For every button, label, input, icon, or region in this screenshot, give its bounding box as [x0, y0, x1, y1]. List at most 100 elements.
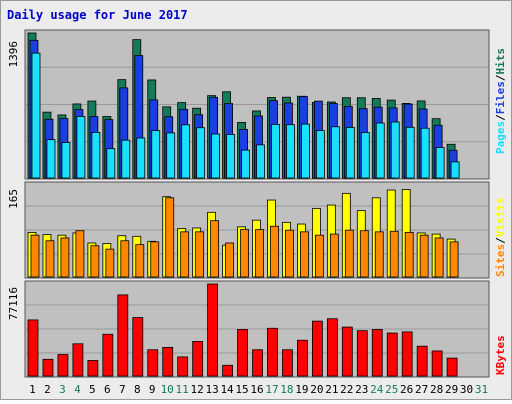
- legend-files: Files: [494, 81, 507, 114]
- pages-bar: [226, 134, 235, 179]
- kbytes-bar: [102, 333, 114, 377]
- day-label: 21: [325, 383, 338, 396]
- pages-bar: [46, 139, 56, 179]
- sites-bar: [210, 220, 220, 278]
- pages-bar: [61, 142, 71, 179]
- kbytes-max-label: 77116: [7, 287, 20, 320]
- chart-title: Daily usage for June 2017: [7, 8, 188, 22]
- visits-sites-bars: [27, 189, 459, 278]
- sites-bar: [344, 229, 354, 278]
- pages-bar: [405, 126, 415, 179]
- kbytes-bar: [311, 320, 323, 377]
- day-label: 16: [250, 383, 263, 396]
- sites-bar: [60, 237, 70, 278]
- day-label: 19: [295, 383, 308, 396]
- sites-bar: [120, 240, 130, 278]
- day-label: 6: [104, 383, 111, 396]
- kbytes-bar: [401, 331, 413, 377]
- sites-bar: [270, 225, 279, 278]
- day-label: 5: [89, 383, 96, 396]
- day-label: 22: [340, 383, 353, 396]
- hits-files-pages-legend: Pages/Files/Hits: [494, 48, 507, 154]
- day-label: 13: [205, 383, 218, 396]
- kbytes-bar: [147, 349, 159, 377]
- sites-bar: [329, 233, 339, 278]
- day-label: 12: [191, 383, 204, 396]
- kbytes-bar: [162, 346, 174, 377]
- pages-bar: [360, 132, 370, 179]
- sites-bar: [240, 229, 249, 278]
- legend-visits: Visits: [494, 198, 507, 238]
- legend-sep: /: [494, 74, 507, 81]
- pages-bar: [271, 124, 280, 179]
- sites-bar: [449, 241, 459, 278]
- kbytes-bar: [57, 354, 69, 377]
- kbytes-bar: [282, 349, 293, 377]
- day-label: 30: [460, 383, 473, 396]
- sites-bar: [404, 231, 414, 278]
- pages-bar: [435, 147, 445, 179]
- kbytes-bar: [237, 329, 248, 377]
- kbytes-bar: [341, 326, 353, 377]
- kbytes-bar: [177, 356, 189, 377]
- day-label: 18: [280, 383, 293, 396]
- kbytes-bar: [446, 357, 458, 377]
- kbytes-bars: [27, 283, 458, 377]
- sites-bar: [75, 230, 85, 278]
- sites-bar: [359, 230, 369, 278]
- pages-bar: [375, 122, 385, 179]
- day-label: 26: [400, 383, 413, 396]
- kbytes-panel: 77116 KBytes: [7, 280, 507, 378]
- kbytes-bar: [27, 319, 39, 377]
- kbytes-bar: [431, 350, 443, 377]
- sites-bar: [434, 237, 444, 278]
- sites-bar: [90, 245, 100, 278]
- kbytes-bar: [117, 294, 129, 377]
- day-label: 9: [149, 383, 156, 396]
- pages-bar: [330, 126, 340, 179]
- kbytes-bar: [297, 339, 308, 377]
- day-label: 28: [430, 383, 443, 396]
- sites-bar: [419, 234, 429, 278]
- sites-bar: [150, 241, 160, 278]
- hits-files-pages-bars: [27, 32, 460, 179]
- pages-bar: [151, 130, 161, 179]
- kbytes-bar: [87, 360, 99, 377]
- sites-bar: [255, 229, 264, 278]
- day-label: 2: [44, 383, 51, 396]
- sites-bar: [300, 231, 309, 278]
- day-label: 11: [176, 383, 189, 396]
- day-label: 8: [134, 383, 141, 396]
- x-axis-day-labels: 1 2 3 4 5 6 7 8 9 10 11 12 13 14 15 16 17 18 19 20 21 22 23 24 2…: [29, 383, 488, 396]
- pages-bar: [136, 137, 146, 179]
- pages-bar: [315, 130, 325, 179]
- sites-bar: [195, 231, 205, 278]
- legend-kbytes: KBytes: [494, 335, 507, 375]
- pages-bar: [76, 116, 86, 179]
- kbytes-legend: KBytes: [494, 335, 507, 375]
- kbytes-bar: [72, 343, 84, 377]
- pages-bar: [256, 144, 265, 179]
- pages-bar: [196, 127, 206, 179]
- sites-bar: [314, 234, 324, 278]
- pages-bar: [241, 149, 250, 179]
- sites-bar: [30, 234, 40, 278]
- day-label: 31: [475, 383, 488, 396]
- sites-bar: [374, 231, 384, 278]
- kbytes-bar: [326, 318, 338, 377]
- day-label: 15: [235, 383, 248, 396]
- legend-pages: Pages: [494, 121, 507, 154]
- visits-sites-panel: 165 Sites/Visits: [7, 181, 507, 279]
- pages-bar: [450, 161, 460, 179]
- legend-hits: Hits: [494, 48, 507, 75]
- pages-bar: [91, 132, 101, 179]
- sites-bar: [225, 242, 234, 278]
- legend-sep: /: [494, 237, 507, 244]
- day-label: 7: [119, 383, 126, 396]
- kbytes-bar: [371, 329, 383, 377]
- pages-bar: [106, 148, 116, 179]
- pages-bar: [181, 124, 191, 179]
- sites-bar: [389, 230, 399, 278]
